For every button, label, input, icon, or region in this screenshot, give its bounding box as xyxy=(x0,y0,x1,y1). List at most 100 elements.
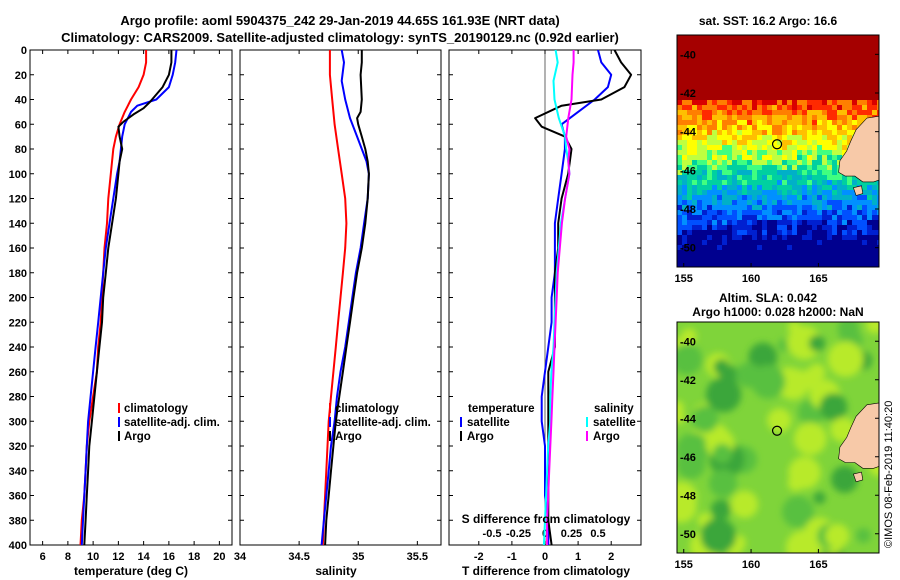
sst-cell xyxy=(697,125,702,130)
sst-cell xyxy=(772,65,777,70)
sst-cell xyxy=(812,170,817,175)
sst-cell xyxy=(712,185,717,190)
sst-cell xyxy=(832,150,837,155)
sst-cell xyxy=(852,45,857,50)
sst-cell xyxy=(677,110,682,115)
sst-cell xyxy=(772,160,777,165)
sst-cell xyxy=(747,235,752,240)
sst-cell xyxy=(797,85,802,90)
sst-cell xyxy=(827,50,832,55)
sst-cell xyxy=(742,245,747,250)
sst-cell xyxy=(862,45,867,50)
sst-cell xyxy=(802,120,807,125)
sst-cell xyxy=(702,85,707,90)
sst-cell xyxy=(787,260,792,265)
sst-cell xyxy=(697,150,702,155)
sla-blob xyxy=(677,486,693,504)
sst-cell xyxy=(767,245,772,250)
sst-cell xyxy=(797,220,802,225)
sst-cell xyxy=(807,225,812,230)
sst-cell xyxy=(822,105,827,110)
sst-cell xyxy=(777,130,782,135)
sst-cell xyxy=(877,260,879,265)
map-y-tick-label: -44 xyxy=(680,413,697,425)
sst-cell xyxy=(747,240,752,245)
sst-cell xyxy=(847,55,852,60)
sst-cell xyxy=(712,75,717,80)
sst-cell xyxy=(707,50,712,55)
sst-cell xyxy=(872,35,877,40)
sst-cell xyxy=(872,210,877,215)
sst-cell xyxy=(802,105,807,110)
sst-cell xyxy=(692,120,697,125)
sst-cell xyxy=(862,95,867,100)
sst-cell xyxy=(807,260,812,265)
sst-cell xyxy=(832,160,837,165)
sst-cell xyxy=(717,115,722,120)
sst-cell xyxy=(822,65,827,70)
sst-cell xyxy=(832,215,837,220)
sst-cell xyxy=(777,235,782,240)
sst-cell xyxy=(827,45,832,50)
sst-cell xyxy=(682,215,687,220)
sst-cell xyxy=(682,250,687,255)
sla-anomalies xyxy=(677,322,879,553)
sst-cell xyxy=(722,50,727,55)
sst-cell xyxy=(717,255,722,260)
sst-cell xyxy=(732,240,737,245)
sst-cell xyxy=(847,105,852,110)
sst-cell xyxy=(872,60,877,65)
sla-blob xyxy=(866,322,879,334)
sst-cell xyxy=(777,170,782,175)
sst-cell xyxy=(797,80,802,85)
sst-cell xyxy=(777,70,782,75)
sst-cell xyxy=(747,60,752,65)
sst-cell xyxy=(752,115,757,120)
sst-cell xyxy=(872,245,877,250)
sst-cell xyxy=(732,245,737,250)
sst-cell xyxy=(732,265,737,267)
sst-cell xyxy=(792,75,797,80)
argo-position-marker xyxy=(771,139,783,150)
sst-cell xyxy=(757,75,762,80)
sst-cell xyxy=(727,115,732,120)
sst-cell xyxy=(722,210,727,215)
sst-cell xyxy=(727,100,732,105)
sst-cell xyxy=(847,125,852,130)
sst-cell xyxy=(687,45,692,50)
sst-cell xyxy=(787,145,792,150)
legend-header-temperature: temperature xyxy=(468,403,534,415)
sst-cell xyxy=(857,75,862,80)
sst-cell xyxy=(722,195,727,200)
sst-cell xyxy=(822,235,827,240)
sst-cell xyxy=(812,125,817,130)
sst-cell xyxy=(812,225,817,230)
sst-cell xyxy=(812,235,817,240)
y-tick-label: 160 xyxy=(9,243,27,255)
sst-cell xyxy=(877,70,879,75)
sst-cell xyxy=(792,120,797,125)
sst-cell xyxy=(757,115,762,120)
sst-cell xyxy=(777,230,782,235)
sst-cell xyxy=(732,110,737,115)
sst-cell xyxy=(702,75,707,80)
sst-cell xyxy=(802,150,807,155)
argo-position-marker xyxy=(771,425,783,436)
sst-cell xyxy=(767,130,772,135)
sst-cell xyxy=(722,100,727,105)
sst-cell xyxy=(832,220,837,225)
sst-cell xyxy=(762,245,767,250)
sst-cell xyxy=(877,200,879,205)
sst-cell xyxy=(852,40,857,45)
sst-cell xyxy=(797,200,802,205)
sst-cell xyxy=(847,60,852,65)
sla-blob xyxy=(767,408,792,433)
sst-cell xyxy=(757,125,762,130)
sst-cell xyxy=(692,205,697,210)
sst-cell xyxy=(777,160,782,165)
sst-cell xyxy=(777,180,782,185)
sst-cell xyxy=(792,180,797,185)
sst-cell xyxy=(752,125,757,130)
sst-cell xyxy=(677,145,682,150)
sst-cell xyxy=(722,70,727,75)
